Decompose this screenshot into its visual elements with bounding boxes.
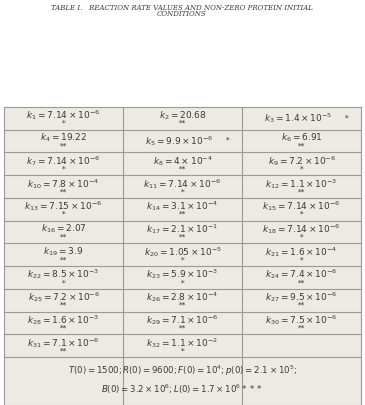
Text: *: * [300, 256, 303, 264]
Text: **: ** [298, 279, 305, 287]
Text: $k_{11} = 7.14 \times 10^{-6}$: $k_{11} = 7.14 \times 10^{-6}$ [143, 177, 222, 190]
Text: **: ** [60, 143, 67, 151]
Text: **: ** [179, 166, 186, 173]
Text: **: ** [179, 234, 186, 242]
Text: **: ** [60, 188, 67, 196]
Text: $k_{21} = 1.6 \times 10^{-4}$: $k_{21} = 1.6 \times 10^{-4}$ [265, 245, 338, 259]
Text: $k_{29} = 7.1 \times 10^{-6}$: $k_{29} = 7.1 \times 10^{-6}$ [146, 313, 219, 327]
Text: $k_{16} = 2.07$: $k_{16} = 2.07$ [41, 223, 87, 235]
Text: **: ** [179, 120, 186, 128]
Text: $k_{25} = 7.2 \times 10^{-6}$: $k_{25} = 7.2 \times 10^{-6}$ [27, 290, 100, 304]
Text: $k_{20} = 1.05 \times 10^{-5}$: $k_{20} = 1.05 \times 10^{-5}$ [143, 245, 222, 259]
Text: $k_{17} = 2.1 \times 10^{-1}$: $k_{17} = 2.1 \times 10^{-1}$ [146, 222, 219, 236]
Text: **: ** [60, 234, 67, 242]
Bar [4, 107, 361, 405]
Text: $k_{18} = 7.14 \times 10^{-6}$: $k_{18} = 7.14 \times 10^{-6}$ [262, 222, 341, 236]
Text: $k_{12} = 1.1 \times 10^{-3}$: $k_{12} = 1.1 \times 10^{-3}$ [265, 177, 338, 190]
Text: *: * [181, 347, 184, 355]
Text: $k_{13} = 7.15 \times 10^{-6}$: $k_{13} = 7.15 \times 10^{-6}$ [24, 199, 103, 213]
Text: *: * [62, 120, 65, 128]
Text: $k_{6} = 6.91$: $k_{6} = 6.91$ [281, 132, 322, 145]
Text: $k_{23} = 5.9 \times 10^{-3}$: $k_{23} = 5.9 \times 10^{-3}$ [146, 268, 219, 281]
Text: $k_{24} = 7.4 \times 10^{-6}$: $k_{24} = 7.4 \times 10^{-6}$ [265, 268, 338, 281]
Text: **: ** [60, 256, 67, 264]
Text: *: * [181, 188, 184, 196]
Text: $k_{7} = 7.14 \times 10^{-6}$: $k_{7} = 7.14 \times 10^{-6}$ [26, 154, 101, 168]
Text: $T(0)=1500;  R(0)=9600;  F(0)=10^{4};  p(0)=2.1 \times 10^{5};$: $T(0)=1500; R(0)=9600; F(0)=10^{4}; p(0)… [68, 364, 296, 378]
Text: $k_{22} = 8.5 \times 10^{-3}$: $k_{22} = 8.5 \times 10^{-3}$ [27, 268, 100, 281]
Text: *: * [226, 137, 230, 145]
Text: $k_{5} = 9.9 \times 10^{-6}$: $k_{5} = 9.9 \times 10^{-6}$ [145, 134, 213, 148]
Text: $k_{28} = 1.6 \times 10^{-3}$: $k_{28} = 1.6 \times 10^{-3}$ [27, 313, 100, 327]
Text: $k_{1} = 7.14 \times 10^{-6}$: $k_{1} = 7.14 \times 10^{-6}$ [26, 109, 101, 122]
Text: $k_{10} = 7.8 \times 10^{-4}$: $k_{10} = 7.8 \times 10^{-4}$ [27, 177, 100, 190]
Text: **: ** [298, 302, 305, 310]
Text: *: * [181, 279, 184, 287]
Text: $k_{31} = 7.1 \times 10^{-6}$: $k_{31} = 7.1 \times 10^{-6}$ [27, 336, 100, 350]
Text: **: ** [298, 143, 305, 151]
Text: $k_{26} = 2.8 \times 10^{-4}$: $k_{26} = 2.8 \times 10^{-4}$ [146, 290, 219, 304]
Text: $k_{30} = 7.5 \times 10^{-6}$: $k_{30} = 7.5 \times 10^{-6}$ [265, 313, 338, 327]
Text: **: ** [60, 347, 67, 355]
Text: *: * [62, 279, 65, 287]
Text: *: * [62, 166, 65, 173]
Text: CONDITIONS: CONDITIONS [157, 10, 207, 18]
Text: $k_{9} = 7.2 \times 10^{-6}$: $k_{9} = 7.2 \times 10^{-6}$ [268, 154, 335, 168]
Text: **: ** [60, 324, 67, 333]
Text: **: ** [179, 324, 186, 333]
Text: **: ** [298, 188, 305, 196]
Text: $k_{14} = 3.1 \times 10^{-4}$: $k_{14} = 3.1 \times 10^{-4}$ [146, 199, 219, 213]
Text: $k_{15} = 7.14 \times 10^{-6}$: $k_{15} = 7.14 \times 10^{-6}$ [262, 199, 341, 213]
Text: *: * [300, 234, 303, 242]
Text: *: * [62, 211, 65, 219]
Text: **: ** [179, 302, 186, 310]
Text: $k_{4} = 19.22$: $k_{4} = 19.22$ [40, 132, 87, 145]
Text: **: ** [298, 324, 305, 333]
Text: TABLE I.   REACTION RATE VALUES AND NON-ZERO PROTEIN INITIAL: TABLE I. REACTION RATE VALUES AND NON-ZE… [51, 4, 313, 12]
Text: *: * [300, 166, 303, 173]
Text: **: ** [60, 302, 67, 310]
Text: *: * [181, 256, 184, 264]
Text: $k_{2} = 20.68$: $k_{2} = 20.68$ [159, 109, 206, 122]
Text: $B(0)=3.2 \times 10^{6};  L(0)=1.7 \times 10^{6}  ***$: $B(0)=3.2 \times 10^{6}; L(0)=1.7 \times… [101, 382, 263, 396]
Text: $k_{19} = 3.9$: $k_{19} = 3.9$ [43, 245, 84, 258]
Text: **: ** [179, 211, 186, 219]
Text: *: * [345, 114, 349, 122]
Text: $k_{8} = 4 \times 10^{-4}$: $k_{8} = 4 \times 10^{-4}$ [153, 154, 212, 168]
Text: *: * [300, 211, 303, 219]
Text: $k_{3} = 1.4 \times 10^{-5}$: $k_{3} = 1.4 \times 10^{-5}$ [264, 111, 332, 125]
Text: $k_{27} = 9.5 \times 10^{-6}$: $k_{27} = 9.5 \times 10^{-6}$ [265, 290, 338, 304]
Text: $k_{32} = 1.1 \times 10^{-2}$: $k_{32} = 1.1 \times 10^{-2}$ [146, 336, 219, 350]
